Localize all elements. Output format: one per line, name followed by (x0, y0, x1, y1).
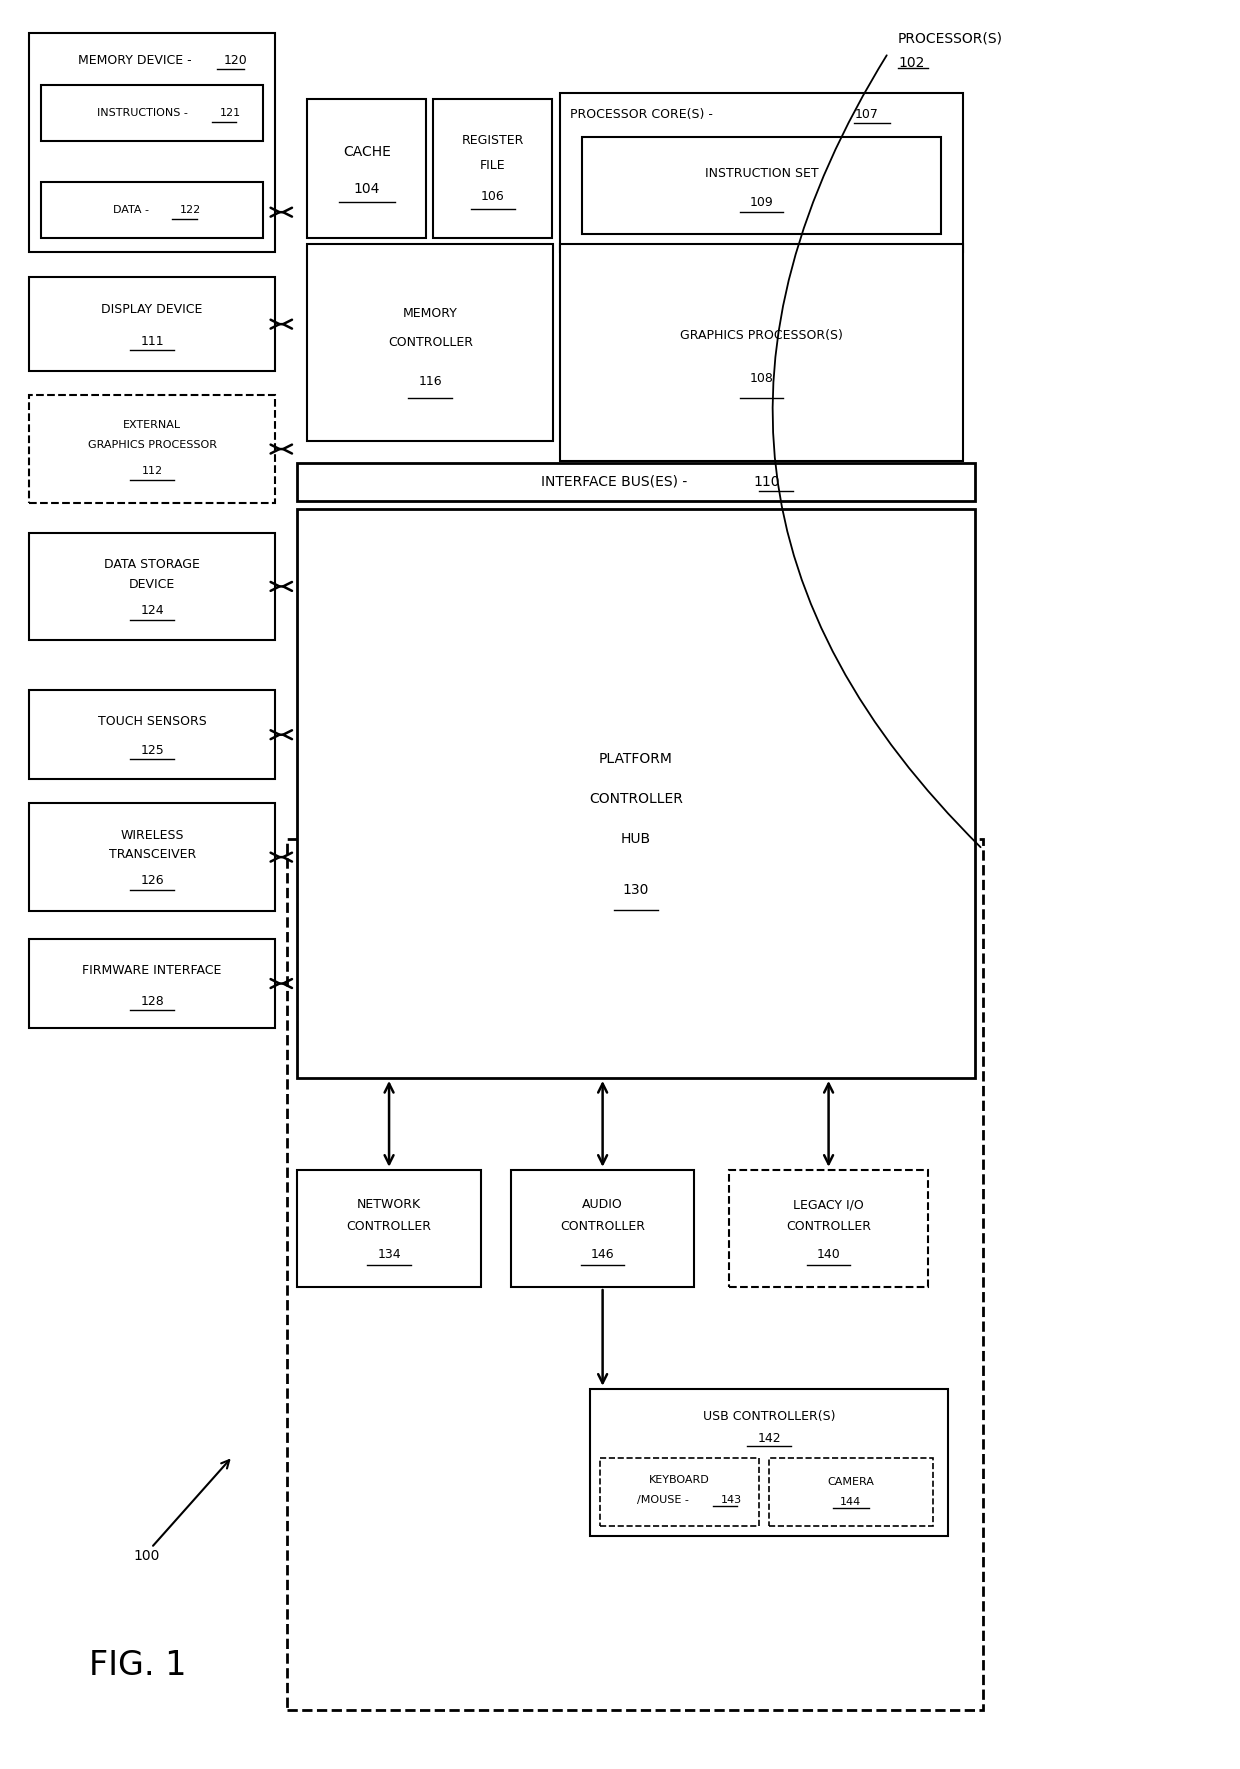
Text: DISPLAY DEVICE: DISPLAY DEVICE (102, 304, 203, 317)
Bar (29, 34, 275, 251)
Bar (41, 85, 263, 140)
Text: 100: 100 (133, 1550, 160, 1562)
Bar (560, 244, 962, 462)
Bar (41, 182, 263, 239)
Bar (298, 1169, 481, 1288)
Bar (729, 1169, 928, 1288)
Text: CACHE: CACHE (342, 145, 391, 159)
Text: CONTROLLER: CONTROLLER (388, 336, 472, 348)
Bar (29, 532, 275, 640)
Text: DATA -: DATA - (113, 205, 153, 216)
Bar (298, 463, 975, 501)
Text: 130: 130 (622, 883, 649, 897)
Bar (29, 278, 275, 371)
Text: DEVICE: DEVICE (129, 578, 175, 591)
Bar (769, 1458, 932, 1527)
Text: 146: 146 (590, 1247, 615, 1261)
Text: 104: 104 (353, 182, 379, 196)
Text: INSTRUCTION SET: INSTRUCTION SET (704, 166, 818, 180)
Bar (560, 92, 962, 251)
Text: 126: 126 (140, 874, 164, 888)
Bar (298, 509, 975, 1077)
Text: CONTROLLER: CONTROLLER (589, 793, 683, 807)
Text: 128: 128 (140, 994, 164, 1008)
Text: PROCESSOR(S): PROCESSOR(S) (898, 32, 1003, 44)
Text: 111: 111 (140, 334, 164, 348)
Bar (308, 244, 553, 440)
Bar (29, 939, 275, 1028)
Text: INTERFACE BUS(ES) -: INTERFACE BUS(ES) - (541, 474, 692, 488)
Text: CONTROLLER: CONTROLLER (346, 1219, 432, 1233)
Text: LEGACY I/O: LEGACY I/O (794, 1198, 864, 1212)
Text: MEMORY DEVICE -: MEMORY DEVICE - (78, 55, 196, 67)
Text: FILE: FILE (480, 159, 506, 172)
Text: FIG. 1: FIG. 1 (88, 1649, 186, 1682)
Text: 102: 102 (898, 57, 925, 71)
Text: EXTERNAL: EXTERNAL (123, 421, 181, 430)
Text: CAMERA: CAMERA (827, 1477, 874, 1488)
Text: KEYBOARD: KEYBOARD (650, 1475, 711, 1484)
Text: USB CONTROLLER(S): USB CONTROLLER(S) (703, 1410, 836, 1422)
Text: NETWORK: NETWORK (357, 1198, 422, 1212)
Text: 112: 112 (141, 465, 162, 476)
Text: HUB: HUB (621, 831, 651, 846)
Text: AUDIO: AUDIO (583, 1198, 622, 1212)
Text: GRAPHICS PROCESSOR(S): GRAPHICS PROCESSOR(S) (680, 329, 843, 341)
Text: 125: 125 (140, 745, 164, 757)
Bar (433, 99, 553, 239)
Text: 120: 120 (223, 55, 248, 67)
Bar (600, 1458, 759, 1527)
Text: /MOUSE -: /MOUSE - (637, 1495, 692, 1505)
Text: GRAPHICS PROCESSOR: GRAPHICS PROCESSOR (88, 440, 217, 449)
Text: CONTROLLER: CONTROLLER (786, 1219, 870, 1233)
Bar (29, 803, 275, 911)
Text: 107: 107 (854, 108, 878, 120)
Bar (29, 690, 275, 780)
Text: MEMORY: MEMORY (403, 306, 458, 320)
Text: PROCESSOR CORE(S) -: PROCESSOR CORE(S) - (570, 108, 717, 120)
Text: 142: 142 (758, 1431, 781, 1445)
Text: 140: 140 (817, 1247, 841, 1261)
Text: 116: 116 (418, 375, 443, 389)
Text: WIRELESS: WIRELESS (120, 830, 184, 842)
Text: PLATFORM: PLATFORM (599, 752, 673, 766)
Text: 109: 109 (750, 196, 774, 209)
Bar (590, 1389, 947, 1535)
Bar (583, 136, 941, 234)
Text: 124: 124 (140, 603, 164, 617)
Bar (511, 1169, 694, 1288)
Text: 134: 134 (377, 1247, 401, 1261)
Text: CONTROLLER: CONTROLLER (560, 1219, 645, 1233)
Bar (288, 839, 982, 1711)
Bar (29, 394, 275, 502)
Text: 110: 110 (754, 474, 780, 488)
Text: TOUCH SENSORS: TOUCH SENSORS (98, 715, 207, 727)
Text: DATA STORAGE: DATA STORAGE (104, 559, 200, 571)
Text: 121: 121 (219, 108, 241, 119)
Bar (308, 99, 427, 239)
Text: 108: 108 (750, 371, 774, 386)
Text: REGISTER: REGISTER (461, 134, 525, 147)
Text: INSTRUCTIONS -: INSTRUCTIONS - (97, 108, 191, 119)
Text: 106: 106 (481, 189, 505, 203)
Text: 122: 122 (180, 205, 201, 216)
Text: FIRMWARE INTERFACE: FIRMWARE INTERFACE (83, 964, 222, 976)
Text: 144: 144 (841, 1497, 862, 1507)
Text: TRANSCEIVER: TRANSCEIVER (109, 849, 196, 862)
Text: 143: 143 (722, 1495, 743, 1505)
